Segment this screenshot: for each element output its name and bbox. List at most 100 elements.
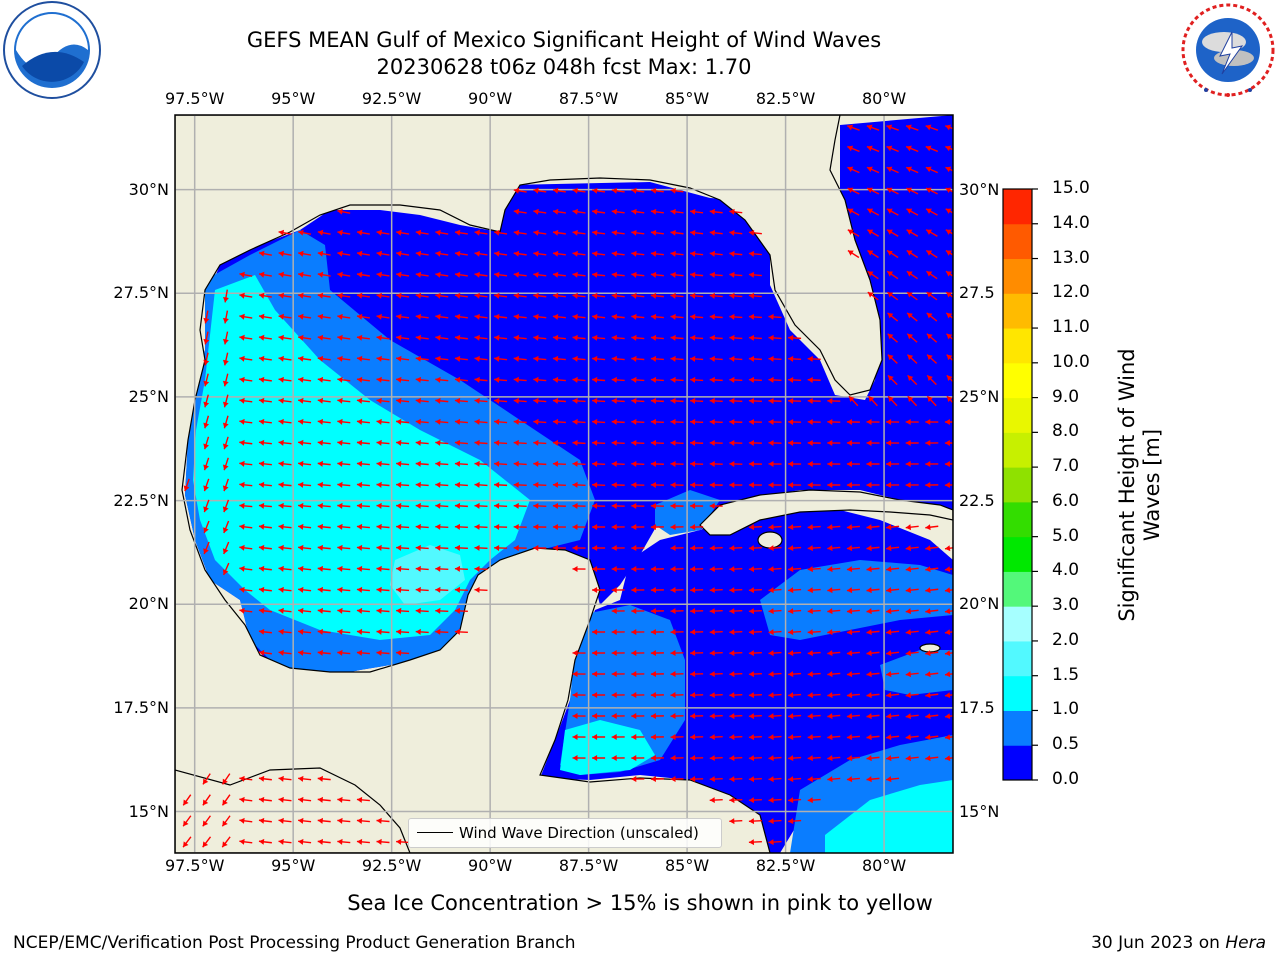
wind-arrow-head xyxy=(203,485,209,492)
colorbar-label: 13.0 xyxy=(1052,247,1090,268)
wind-arrow-head xyxy=(376,460,382,467)
wind-arrow-head xyxy=(278,271,285,278)
wind-arrow-head xyxy=(906,229,913,235)
wind-arrow-head xyxy=(376,817,382,824)
wind-arrow-head xyxy=(690,229,696,236)
wind-arrow-head xyxy=(552,397,559,404)
wind-arrow-head xyxy=(396,271,402,278)
wind-arrow-head xyxy=(415,460,421,467)
wind-arrow-head xyxy=(533,250,539,257)
wind-arrow-head xyxy=(690,439,696,446)
wind-arrow-head xyxy=(258,502,265,509)
wind-arrow-head xyxy=(337,796,343,803)
wind-arrow-head xyxy=(788,545,794,552)
wind-arrow-head xyxy=(239,544,245,551)
wind-arrow-head xyxy=(298,628,304,635)
wind-arrow-head xyxy=(298,649,304,656)
wind-arrow-head xyxy=(513,439,519,446)
wind-arrow-head xyxy=(396,313,402,320)
wind-arrow-head xyxy=(846,482,852,489)
wind-arrow-head xyxy=(846,692,853,699)
wind-arrow-head xyxy=(203,422,210,429)
wind-arrow-head xyxy=(552,439,559,446)
wind-arrow-head xyxy=(709,439,715,446)
wind-arrow-head xyxy=(748,650,755,657)
wind-arrow-head xyxy=(611,650,617,657)
colorbar-label: 0.5 xyxy=(1052,734,1080,755)
lon-tick-bottom: 82.5°W xyxy=(755,856,816,875)
colorbar xyxy=(1002,188,1038,781)
wind-arrow-head xyxy=(631,229,637,236)
wind-arrow-head xyxy=(748,839,755,846)
wind-arrow-head xyxy=(415,523,421,530)
wind-arrow-head xyxy=(278,649,284,656)
wind-arrow-head xyxy=(866,734,872,741)
wind-arrow-head xyxy=(513,376,519,383)
wind-arrow-head xyxy=(709,271,715,278)
wind-arrow-head xyxy=(768,566,774,573)
wind-arrow-head xyxy=(807,671,813,678)
wind-arrow-head xyxy=(768,524,774,531)
wind-arrow-head xyxy=(729,776,735,783)
colorbar-label: 7.0 xyxy=(1052,456,1080,477)
wind-arrow-head xyxy=(202,799,209,806)
wind-arrow-head xyxy=(807,629,813,636)
wind-arrow-head xyxy=(592,733,598,740)
wind-arrow-head xyxy=(337,292,343,299)
wind-arrow-head xyxy=(203,464,209,471)
wind-arrow-head xyxy=(886,145,893,152)
wind-arrow-head xyxy=(690,271,696,278)
colorbar-label: 5.0 xyxy=(1052,525,1080,546)
wind-arrow-head xyxy=(748,692,755,699)
wind-arrow-head xyxy=(748,776,755,783)
wind-arrow-head xyxy=(454,355,461,362)
colorbar-label: 9.0 xyxy=(1052,386,1080,407)
wind-arrow-head xyxy=(690,502,696,509)
wind-arrow-head xyxy=(278,565,284,572)
wind-arrow-head xyxy=(222,569,229,575)
wind-arrow-head xyxy=(278,460,284,467)
wind-arrow-head xyxy=(356,838,363,845)
wind-arrow-head xyxy=(278,376,284,383)
wind-arrow-head xyxy=(768,608,774,615)
wind-arrow-head xyxy=(258,460,265,467)
wind-arrow-head xyxy=(748,629,755,636)
wind-arrow-head xyxy=(278,313,284,320)
wind-arrow-head xyxy=(905,566,912,573)
wind-arrow-head xyxy=(944,608,951,615)
lon-tick-top: 87.5°W xyxy=(558,89,619,108)
wind-arrow-head xyxy=(847,187,854,194)
wind-arrow-head xyxy=(552,229,559,236)
wind-arrow-head xyxy=(435,229,441,236)
wind-arrow-head xyxy=(926,312,933,319)
wind-arrow-head xyxy=(572,208,578,215)
wind-arrow-head xyxy=(846,755,853,762)
wind-arrow-head xyxy=(729,734,735,741)
wind-arrow-head xyxy=(258,586,265,593)
lat-tick-right: 27.5 xyxy=(959,283,995,303)
wind-arrow-head xyxy=(513,208,520,215)
wind-arrow-head xyxy=(788,797,794,804)
wind-arrow-head xyxy=(317,796,323,803)
wind-arrow-head xyxy=(709,250,716,257)
wind-arrow-head xyxy=(396,250,402,257)
wind-arrow-head xyxy=(847,124,854,131)
colorbar-segment xyxy=(1003,710,1032,746)
wind-arrow-head xyxy=(356,250,363,257)
wind-arrow-head xyxy=(513,292,520,299)
wind-arrow-head xyxy=(631,439,637,446)
wind-arrow-head xyxy=(867,208,874,214)
wind-arrow-head xyxy=(926,271,933,277)
wind-arrow-head xyxy=(415,502,421,509)
colorbar-label: 12.0 xyxy=(1052,282,1090,303)
wind-arrow-head xyxy=(886,187,893,194)
wind-arrow-head xyxy=(631,418,637,425)
wind-arrow-head xyxy=(690,524,696,531)
wind-arrow-head xyxy=(925,671,931,678)
wind-arrow-head xyxy=(454,250,461,257)
wind-arrow-head xyxy=(945,145,952,152)
wind-arrow-head xyxy=(846,418,852,425)
wind-arrow-head xyxy=(572,418,578,425)
wind-arrow-head xyxy=(592,670,598,677)
wind-arrow-head xyxy=(376,649,382,656)
